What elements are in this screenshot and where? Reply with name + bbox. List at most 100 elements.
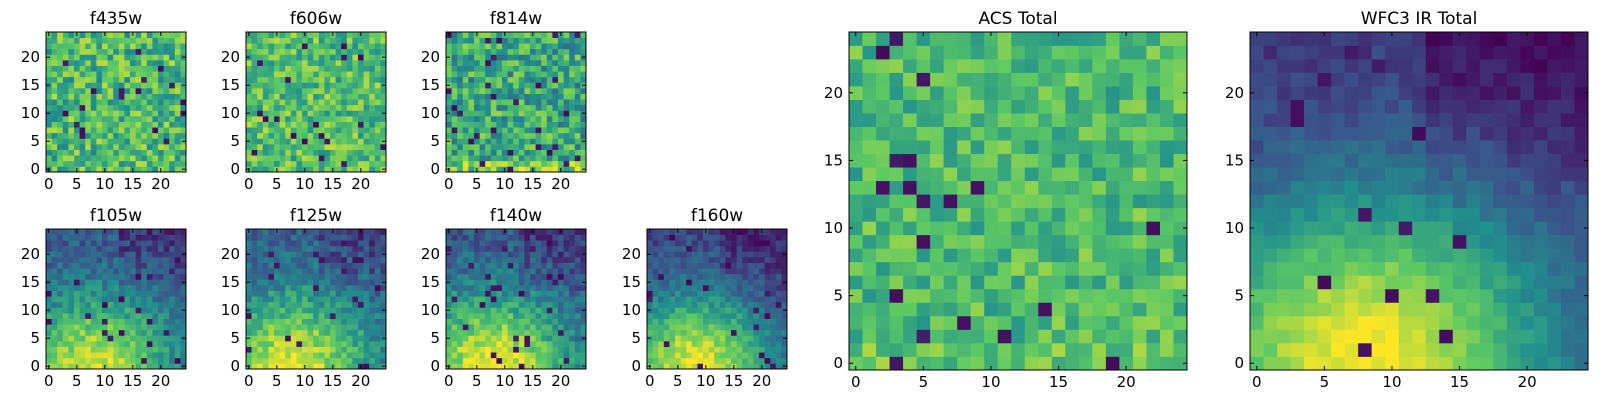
heatmap-cell xyxy=(62,43,69,50)
heatmap-cell xyxy=(346,313,353,319)
heatmap-cell xyxy=(1173,302,1188,317)
heatmap-cell xyxy=(124,32,131,38)
heatmap-cell xyxy=(708,290,715,297)
heatmap-cell xyxy=(535,318,542,325)
heatmap-cell xyxy=(703,313,709,319)
heatmap-cell xyxy=(747,363,754,370)
heatmap-cell xyxy=(479,65,486,72)
heatmap-cell xyxy=(330,82,336,89)
heatmap-cell xyxy=(285,257,292,263)
heatmap-cell xyxy=(714,285,721,291)
heatmap-cell xyxy=(1146,248,1161,263)
heatmap-cell xyxy=(485,160,492,167)
heatmap-cell xyxy=(85,65,92,72)
heatmap-cell xyxy=(174,335,181,342)
heatmap-cell xyxy=(580,273,587,280)
heatmap-cell xyxy=(652,262,659,269)
heatmap-cell xyxy=(118,245,125,252)
heatmap-cell xyxy=(451,245,458,252)
heatmap-cell xyxy=(346,262,353,269)
heatmap-cell xyxy=(141,121,148,128)
heatmap-cell xyxy=(507,296,514,303)
heatmap-cell xyxy=(141,229,148,235)
heatmap-cell xyxy=(764,229,771,235)
heatmap-cell xyxy=(490,160,497,167)
heatmap-cell xyxy=(296,99,303,106)
heatmap-cell xyxy=(352,138,359,145)
heatmap-cell xyxy=(474,346,480,353)
heatmap-cell xyxy=(490,279,497,286)
heatmap-cell xyxy=(569,329,576,336)
panel-title: f606w xyxy=(290,9,342,29)
heatmap-cell xyxy=(296,54,303,61)
heatmap-cell xyxy=(518,88,525,94)
heatmap-cell xyxy=(51,290,58,297)
heatmap-cell xyxy=(1173,329,1188,344)
heatmap-cell xyxy=(113,88,120,94)
heatmap-cell xyxy=(96,240,103,247)
heatmap-cell xyxy=(535,290,542,297)
heatmap-cell xyxy=(997,167,1012,182)
heatmap-cell xyxy=(169,54,176,61)
heatmap-cell xyxy=(113,65,120,72)
heatmap-cell xyxy=(146,160,153,167)
heatmap-cell xyxy=(518,251,525,258)
heatmap-cell xyxy=(569,290,576,297)
heatmap-cell xyxy=(130,329,136,336)
heatmap-cell xyxy=(984,180,999,195)
heatmap-cell xyxy=(302,357,308,364)
heatmap-cell xyxy=(180,65,187,72)
heatmap-cell xyxy=(468,88,475,94)
heatmap-cell xyxy=(141,329,148,336)
heatmap-cell xyxy=(485,352,492,359)
heatmap-cell xyxy=(246,285,252,291)
heatmap-cell xyxy=(279,155,286,162)
heatmap-cell xyxy=(51,32,58,38)
heatmap-cell xyxy=(658,313,665,319)
heatmap-cell xyxy=(274,329,280,336)
heatmap-cell xyxy=(580,127,587,134)
heatmap-cell xyxy=(558,234,564,241)
heatmap-cell xyxy=(130,160,136,167)
heatmap-cell xyxy=(457,279,464,286)
heatmap-cell xyxy=(85,307,92,314)
heatmap-cell xyxy=(535,155,542,162)
heatmap-cell xyxy=(330,132,336,139)
heatmap-cell xyxy=(74,301,80,308)
heatmap-cell xyxy=(742,257,749,263)
heatmap-cell xyxy=(997,180,1012,195)
heatmap-cell xyxy=(569,99,576,106)
heatmap-cell xyxy=(74,155,80,162)
heatmap-cell xyxy=(916,153,931,168)
heatmap-cell xyxy=(490,240,497,247)
heatmap-cell xyxy=(957,248,972,263)
heatmap-cell xyxy=(775,296,782,303)
heatmap-cell xyxy=(251,155,258,162)
heatmap-cell xyxy=(51,341,58,347)
heatmap-cell xyxy=(462,104,469,111)
heatmap-cell xyxy=(552,301,559,308)
heatmap-cell xyxy=(374,127,381,134)
heatmap-cell xyxy=(262,313,269,319)
heatmap-cell xyxy=(1146,302,1161,317)
heatmap-cell xyxy=(535,335,542,342)
heatmap-cell xyxy=(742,307,749,314)
heatmap-cell xyxy=(374,149,381,156)
heatmap-cell xyxy=(558,335,564,342)
heatmap-cell xyxy=(135,357,142,364)
heatmap-cell xyxy=(680,352,687,359)
heatmap-cell xyxy=(85,144,92,150)
axes-frame xyxy=(245,228,387,370)
heatmap-cell xyxy=(358,65,364,72)
x-tick-label: 5 xyxy=(72,372,82,390)
heatmap-cell xyxy=(686,290,693,297)
heatmap-cell xyxy=(1065,342,1080,357)
heatmap-cell xyxy=(574,279,581,286)
heatmap-cell xyxy=(180,160,187,167)
y-tick-label: 15 xyxy=(421,76,440,94)
heatmap-cell xyxy=(268,65,275,72)
heatmap-cell xyxy=(943,234,958,249)
heatmap-cell xyxy=(558,144,564,150)
heatmap-cell xyxy=(775,234,782,241)
heatmap-cell xyxy=(558,245,564,252)
